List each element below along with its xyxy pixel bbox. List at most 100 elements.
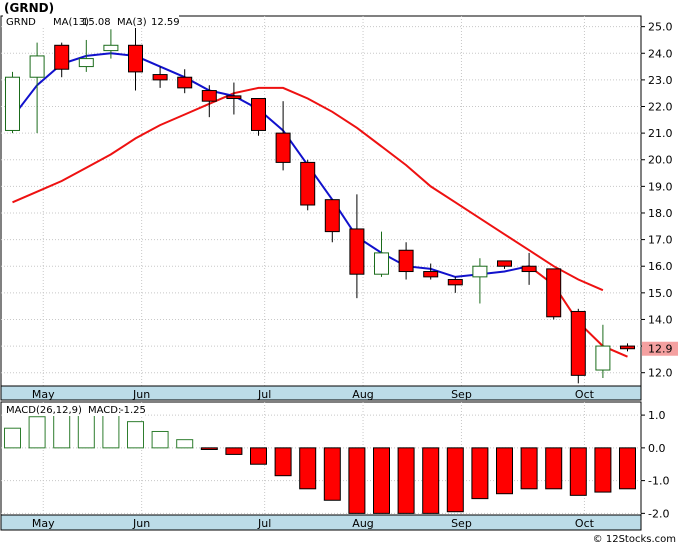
- macd-month-label: May: [32, 517, 55, 530]
- macd-month-label: Jul: [257, 517, 271, 530]
- candle-up: [595, 345, 611, 371]
- candle-down: [226, 95, 242, 100]
- last-price-badge: [642, 341, 678, 356]
- candle-down: [324, 199, 340, 233]
- macd-bar-negative: [471, 447, 489, 500]
- candle-down: [54, 44, 70, 70]
- month-label: Jun: [132, 388, 150, 401]
- macd-bar-positive: [77, 412, 95, 449]
- candle-down: [521, 265, 537, 273]
- price-tick-label: 14.0: [648, 313, 673, 326]
- macd-bar-negative: [373, 447, 390, 514]
- price-legend-item: GRND: [6, 17, 36, 28]
- macd-plot-frame: [0, 401, 642, 516]
- macd-bar-positive: [151, 430, 169, 449]
- macd-bar-negative: [545, 447, 563, 490]
- price-tick-label: 21.0: [648, 127, 673, 140]
- month-label: Aug: [352, 388, 373, 401]
- price-tick-label: 22.0: [648, 101, 673, 114]
- candle-down: [128, 44, 143, 73]
- macd-tick-label: -1.0: [648, 475, 669, 488]
- macd-bar-negative: [619, 447, 636, 490]
- ma3-line-blue: [11, 52, 530, 278]
- price-legend-item: 15.08: [82, 17, 111, 28]
- candle-down: [177, 76, 193, 89]
- macd-bar-positive: [102, 414, 120, 449]
- macd-bar-negative: [200, 447, 218, 450]
- macd-bar-negative: [422, 447, 440, 514]
- candle-down: [152, 74, 168, 81]
- macd-bar-positive: [28, 416, 46, 449]
- candle-up: [472, 265, 488, 278]
- macd-legend-item: -1.25: [120, 405, 146, 416]
- watermark: © 12Stocks.com: [593, 534, 676, 545]
- price-tick-label: 24.0: [648, 47, 673, 60]
- macd-bar-negative: [250, 447, 267, 465]
- price-tick-label: 19.0: [648, 180, 673, 193]
- candle-up: [29, 55, 45, 78]
- price-tick-label: 18.0: [648, 207, 673, 220]
- macd-bar-negative: [446, 447, 464, 513]
- macd-bar-negative: [397, 447, 415, 514]
- candle-down: [251, 98, 266, 131]
- price-legend-item: 12.59: [151, 17, 180, 28]
- macd-bar-negative: [569, 447, 587, 496]
- last-price-label: 12.9: [648, 343, 673, 356]
- price-tick-label: 17.0: [648, 234, 673, 247]
- macd-bar-negative: [323, 447, 341, 501]
- candle-down: [398, 249, 414, 273]
- macd-bar-negative: [496, 447, 513, 495]
- macd-bar-positive: [127, 421, 144, 449]
- macd-panel: 1.0 0.0 -1.0 -2.0 MACD(26,12,9) MACD:-1.25 May…: [0, 401, 669, 531]
- ma13-line: [12, 86, 604, 292]
- month-label: Jul: [257, 388, 271, 401]
- price-legend-bg: [3, 14, 179, 28]
- candle-down: [570, 310, 586, 376]
- price-tick-label: 25.0: [648, 21, 673, 34]
- price-tick-label: 15.0: [648, 287, 673, 300]
- candle-down: [447, 279, 463, 286]
- macd-bar-positive: [53, 413, 71, 449]
- candle-down: [201, 90, 217, 102]
- candle-up: [374, 252, 389, 275]
- macd-legend-bg: [3, 403, 145, 416]
- chart-title: (GRND): [4, 1, 54, 15]
- macd-bar-negative: [594, 447, 612, 493]
- candle-down: [423, 271, 439, 278]
- macd-month-label: Sep: [451, 517, 472, 530]
- macd-tick-label: 0.0: [648, 442, 666, 455]
- price-tick-label: 20.0: [648, 154, 673, 167]
- macd-bar-negative: [274, 447, 292, 477]
- candle-up: [5, 76, 20, 131]
- macd-bar-negative: [299, 447, 317, 490]
- price-legend-item: MA(3): [117, 17, 147, 28]
- macd-bar-negative: [225, 447, 243, 455]
- price-panel: 12.013.014.015.016.017.018.019.020.021.0…: [0, 14, 678, 401]
- macd-month-axis-band: [0, 514, 642, 531]
- candle-down: [620, 345, 635, 350]
- month-label: Oct: [575, 388, 595, 401]
- macd-month-label: Aug: [352, 517, 373, 530]
- macd-month-label: Oct: [575, 517, 595, 530]
- price-tick-label: 23.0: [648, 74, 673, 87]
- macd-bar-positive: [176, 439, 194, 449]
- price-tick-label: 12.0: [648, 367, 673, 380]
- candle-down: [497, 260, 512, 267]
- macd-bar-negative: [520, 447, 538, 490]
- macd-legend-item: MACD:: [88, 405, 121, 416]
- macd-month-label: Jun: [132, 517, 150, 530]
- price-tick-label: 16.0: [648, 260, 673, 273]
- candle-down: [546, 268, 562, 318]
- month-label: Sep: [451, 388, 472, 401]
- candle-down: [349, 228, 365, 275]
- candle-up: [78, 58, 94, 68]
- macd-tick-label: -2.0: [648, 507, 669, 520]
- macd-tick-label: 1.0: [648, 409, 666, 422]
- price-legend-item: MA(13): [53, 17, 89, 28]
- macd-legend-item: MACD(26,12,9): [6, 405, 82, 416]
- macd-bar-negative: [348, 447, 366, 514]
- candle-up: [103, 44, 119, 52]
- candle-down: [275, 132, 291, 163]
- month-label: May: [32, 388, 55, 401]
